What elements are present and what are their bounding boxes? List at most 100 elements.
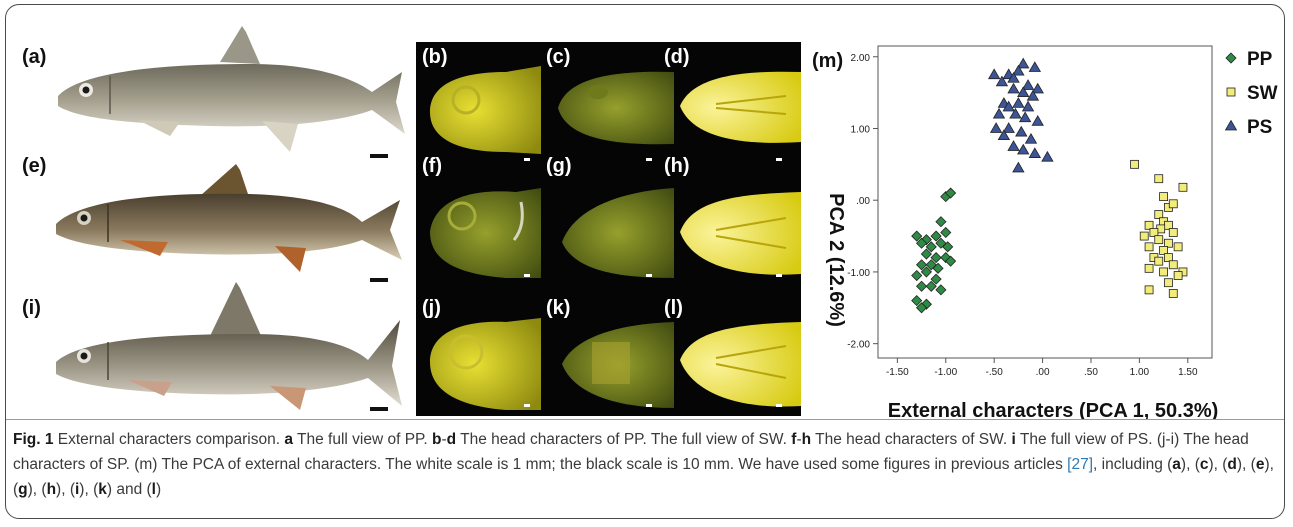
caption-fragment: The head characters of SW. — [811, 431, 1012, 448]
legend-label-sw: SW — [1247, 83, 1278, 104]
scale-bar-1mm — [776, 404, 782, 407]
y-axis-label: PCA 2 (12.6%) — [825, 193, 847, 327]
caption-fragment: ), ( — [79, 481, 99, 498]
data-point-ps — [1028, 147, 1042, 158]
data-point-ps — [1018, 111, 1032, 123]
data-point-pp — [920, 266, 932, 278]
data-point-sw — [1144, 285, 1154, 295]
data-point-ps — [1028, 61, 1042, 72]
legend-marker-sw — [1226, 87, 1236, 97]
caption-fragment: d — [446, 431, 457, 448]
caption-fragment: i — [74, 481, 80, 498]
data-point-ps — [1015, 125, 1028, 137]
caption-fragment: ) — [155, 481, 162, 498]
panel-label-d: (d) — [664, 46, 690, 68]
caption-divider — [6, 419, 1284, 420]
data-point-sw — [1164, 253, 1173, 262]
legend-label-pp: PP — [1247, 49, 1273, 70]
scale-bar-1mm — [776, 158, 782, 161]
data-point-ps — [1007, 82, 1020, 94]
caption-fragment: a — [1172, 456, 1181, 473]
data-point-ps — [1031, 82, 1044, 94]
caption-fragment: ), ( — [13, 456, 1274, 498]
data-point-ps — [1007, 140, 1020, 151]
data-point-sw — [1154, 174, 1164, 184]
data-point-ps — [1031, 115, 1044, 126]
scale-bar-1mm — [524, 274, 530, 277]
data-point-ps — [1021, 100, 1035, 112]
caption-fragment: The full view of PS. (j-i) The head char… — [13, 431, 1249, 473]
pca-scatter-chart: -1.50 -1.00 -.50 .00 .50 1.00 1.50 -2.00 -1.00.… — [825, 45, 1278, 420]
data-point-ps — [1021, 79, 1035, 90]
data-point-ps — [992, 107, 1006, 119]
data-point-ps — [1041, 150, 1054, 162]
fish-image-pp — [58, 26, 405, 152]
data-point-sw — [1168, 289, 1178, 298]
data-point-ps — [1026, 89, 1040, 101]
data-point-pp — [911, 230, 923, 242]
scale-bar-1mm — [646, 158, 652, 161]
caption-fragment: , including ( — [1093, 456, 1173, 473]
caption-fragment: a — [284, 431, 293, 448]
data-point-ps — [1017, 57, 1030, 69]
data-point-sw — [1168, 228, 1178, 237]
data-point-sw — [1154, 256, 1164, 266]
data-point-ps — [1012, 97, 1025, 108]
scale-bar-10mm — [370, 278, 388, 282]
caption-fragment: k — [98, 481, 107, 498]
scale-bar-1mm — [524, 404, 530, 407]
caption-fragment: h — [801, 431, 812, 448]
data-point-ps — [1002, 100, 1015, 112]
scale-bar-10mm — [370, 407, 388, 411]
head-characters-panel: (b) (c) (d) (f) (g) (h) (j) (k) (l) — [416, 42, 801, 416]
data-point-pp — [911, 295, 923, 307]
caption-fragment: ), ( — [1208, 456, 1228, 473]
panel-label-a: (a) — [22, 46, 47, 68]
panel-label-f: (f) — [422, 155, 442, 177]
data-point-sw — [1168, 199, 1178, 209]
data-point-pp — [915, 259, 928, 271]
citation-link[interactable]: [27] — [1067, 456, 1094, 473]
data-point-ps — [997, 129, 1011, 141]
scale-bar-1mm — [646, 274, 652, 277]
data-point-pp — [915, 302, 928, 314]
x-tick-label: .50 — [1084, 367, 1098, 378]
caption-fragment: The head characters of PP. The full view… — [456, 431, 792, 448]
data-point-pp — [945, 187, 957, 199]
data-point-ps — [995, 75, 1009, 87]
data-point-ps — [989, 122, 1003, 133]
data-point-pp — [911, 269, 923, 282]
data-point-ps — [1017, 143, 1030, 155]
data-point-sw — [1159, 246, 1168, 255]
y-tick-label: 2.00 — [851, 53, 871, 64]
data-point-pp — [925, 241, 937, 253]
data-point-sw — [1154, 210, 1164, 219]
data-point-pp — [915, 237, 928, 249]
data-point-sw — [1164, 278, 1173, 288]
x-tick-label: -1.50 — [886, 367, 909, 378]
data-point-ps — [1012, 64, 1025, 76]
panel-label-c: (c) — [546, 46, 571, 68]
panel-label-b: (b) — [422, 46, 448, 68]
x-tick-label: .00 — [1036, 367, 1050, 378]
data-point-sw — [1159, 192, 1168, 202]
caption-fragment: - — [441, 431, 447, 448]
panel-label-m: (m) — [812, 50, 844, 72]
figure-caption: Fig. 1 External characters comparison. a… — [13, 427, 1275, 502]
fish-image-sw — [56, 164, 402, 272]
data-point-sw — [1154, 235, 1164, 245]
data-point-sw — [1168, 260, 1178, 270]
plot-area — [877, 45, 1213, 359]
data-point-pp — [930, 252, 942, 264]
data-point-ps — [1017, 86, 1030, 98]
data-point-ps — [987, 68, 1001, 80]
panel-label-e: (e) — [22, 155, 47, 177]
scale-bar-1mm — [524, 158, 530, 161]
caption-fragment: b — [432, 431, 442, 448]
panel-label-i: (i) — [22, 297, 41, 319]
data-point-sw — [1159, 267, 1168, 277]
head-images — [430, 66, 801, 410]
caption-fragment: ), ( — [56, 481, 75, 498]
x-tick-label: 1.50 — [1178, 367, 1198, 378]
caption-fragment: External characters comparison. — [53, 431, 285, 448]
